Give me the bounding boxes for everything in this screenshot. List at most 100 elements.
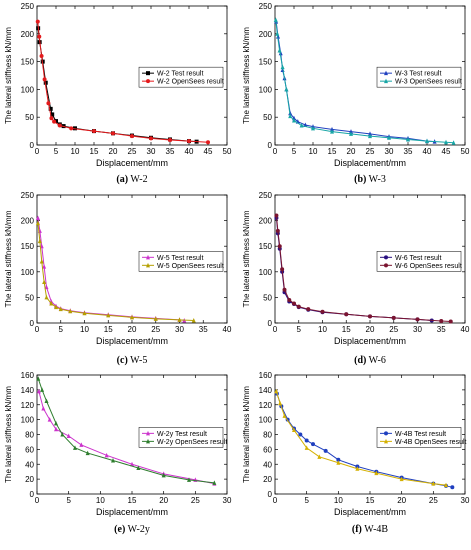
panel-caption-letter: (a) xyxy=(116,174,128,185)
x-tick-label: 5 xyxy=(54,147,59,156)
data-point xyxy=(368,133,372,139)
data-point xyxy=(48,106,53,111)
x-tick-label: 10 xyxy=(96,496,105,505)
data-point xyxy=(177,317,182,322)
data-point xyxy=(153,316,158,321)
data-point xyxy=(66,433,71,438)
panel-caption-name: W-3 xyxy=(366,174,386,185)
y-tick-label: 40 xyxy=(263,460,272,469)
data-point xyxy=(349,131,353,136)
legend-marker xyxy=(384,78,388,84)
chart-panel-2: 0 5 10 15 20 25 30 35 40 45 50 0 50 100 150 200 250 Displ… xyxy=(242,2,470,185)
y-tick-label: 120 xyxy=(21,401,35,410)
panel-caption: (a) W-2 xyxy=(116,174,147,185)
series-2 xyxy=(36,376,217,485)
x-tick-label: 35 xyxy=(437,325,446,334)
legend-marker xyxy=(146,79,150,84)
x-tick-label: 15 xyxy=(128,496,137,505)
data-point xyxy=(187,139,191,144)
data-point xyxy=(187,477,191,482)
series-1 xyxy=(36,388,217,486)
data-point xyxy=(282,287,287,292)
data-point xyxy=(36,376,41,381)
x-axis-label: Displacement/mm xyxy=(334,507,406,517)
data-point xyxy=(344,312,349,317)
y-axis-label: The lateral stiffness kN/mm xyxy=(242,210,251,307)
y-tick-label: 160 xyxy=(259,371,273,380)
data-point xyxy=(73,445,77,450)
y-tick-label: 100 xyxy=(259,416,273,425)
data-point xyxy=(368,314,372,319)
data-point xyxy=(42,77,47,82)
y-tick-label: 250 xyxy=(259,191,273,200)
data-point xyxy=(425,138,429,144)
data-point xyxy=(374,470,379,476)
series-line xyxy=(37,21,209,143)
y-tick-label: 80 xyxy=(25,431,34,440)
data-point xyxy=(444,482,448,488)
data-point xyxy=(296,304,301,309)
data-point xyxy=(273,17,278,22)
y-axis-label: The lateral stiffness kN/mm xyxy=(4,386,13,483)
y-tick-label: 0 xyxy=(268,141,273,150)
x-tick-label: 35 xyxy=(404,147,413,156)
panel-caption: (e) W-2y xyxy=(114,524,150,535)
x-tick-label: 0 xyxy=(35,147,40,156)
chart-panel-4: 0 5 10 15 20 25 30 35 40 0 50 100 150 200 250 Displacem… xyxy=(242,191,470,366)
y-tick-label: 100 xyxy=(259,268,273,277)
data-point xyxy=(451,140,456,145)
x-tick-label: 0 xyxy=(273,147,278,156)
data-point xyxy=(130,461,134,467)
x-tick-label: 25 xyxy=(128,147,137,156)
y-tick-label: 0 xyxy=(268,319,273,328)
series-2 xyxy=(274,388,448,488)
panel-caption-name: W-2 xyxy=(128,174,148,185)
y-tick-label: 200 xyxy=(259,30,273,39)
y-tick-label: 150 xyxy=(259,242,273,251)
data-point xyxy=(35,220,40,226)
y-tick-label: 100 xyxy=(259,85,273,94)
y-tick-label: 40 xyxy=(25,460,34,469)
x-tick-label: 30 xyxy=(147,147,156,156)
panel-caption: (c) W-5 xyxy=(117,355,148,366)
panel-caption-name: W-5 xyxy=(128,355,148,366)
x-tick-label: 20 xyxy=(159,496,168,505)
y-tick-label: 50 xyxy=(263,113,272,122)
legend-entry: W-3 Test result xyxy=(395,71,441,78)
x-tick-label: 40 xyxy=(223,325,232,334)
y-tick-label: 250 xyxy=(259,2,273,11)
x-tick-label: 40 xyxy=(461,325,470,334)
data-point xyxy=(306,307,311,312)
x-tick-label: 25 xyxy=(389,325,398,334)
x-tick-label: 0 xyxy=(35,325,40,334)
y-tick-label: 150 xyxy=(21,242,35,251)
legend-marker xyxy=(384,70,388,76)
chart-panel-6: 0 5 10 15 20 25 30 0 20 40 60 80 100 120 140 160 Displac… xyxy=(242,371,470,535)
data-point xyxy=(130,314,134,320)
y-tick-label: 20 xyxy=(263,475,272,484)
x-tick-label: 50 xyxy=(223,147,232,156)
data-point xyxy=(40,387,45,392)
data-point xyxy=(43,80,48,85)
panel-caption-name: W-4B xyxy=(362,524,389,535)
data-point xyxy=(439,318,444,323)
data-point xyxy=(111,458,115,463)
y-tick-label: 60 xyxy=(263,445,272,454)
data-point xyxy=(299,123,304,128)
x-tick-label: 10 xyxy=(318,325,327,334)
series-2 xyxy=(273,17,456,145)
panel-caption-letter: (b) xyxy=(354,174,366,185)
y-tick-label: 80 xyxy=(263,431,272,440)
panel-caption-letter: (d) xyxy=(354,355,366,366)
y-tick-label: 100 xyxy=(21,85,35,94)
data-point xyxy=(58,306,63,312)
data-point xyxy=(37,238,42,244)
y-axis-label: The lateral stiffness kN/mm xyxy=(4,27,13,124)
data-point xyxy=(336,457,341,462)
x-tick-label: 40 xyxy=(185,147,194,156)
x-tick-label: 10 xyxy=(334,496,343,505)
data-point xyxy=(282,413,287,418)
data-point xyxy=(42,264,47,269)
